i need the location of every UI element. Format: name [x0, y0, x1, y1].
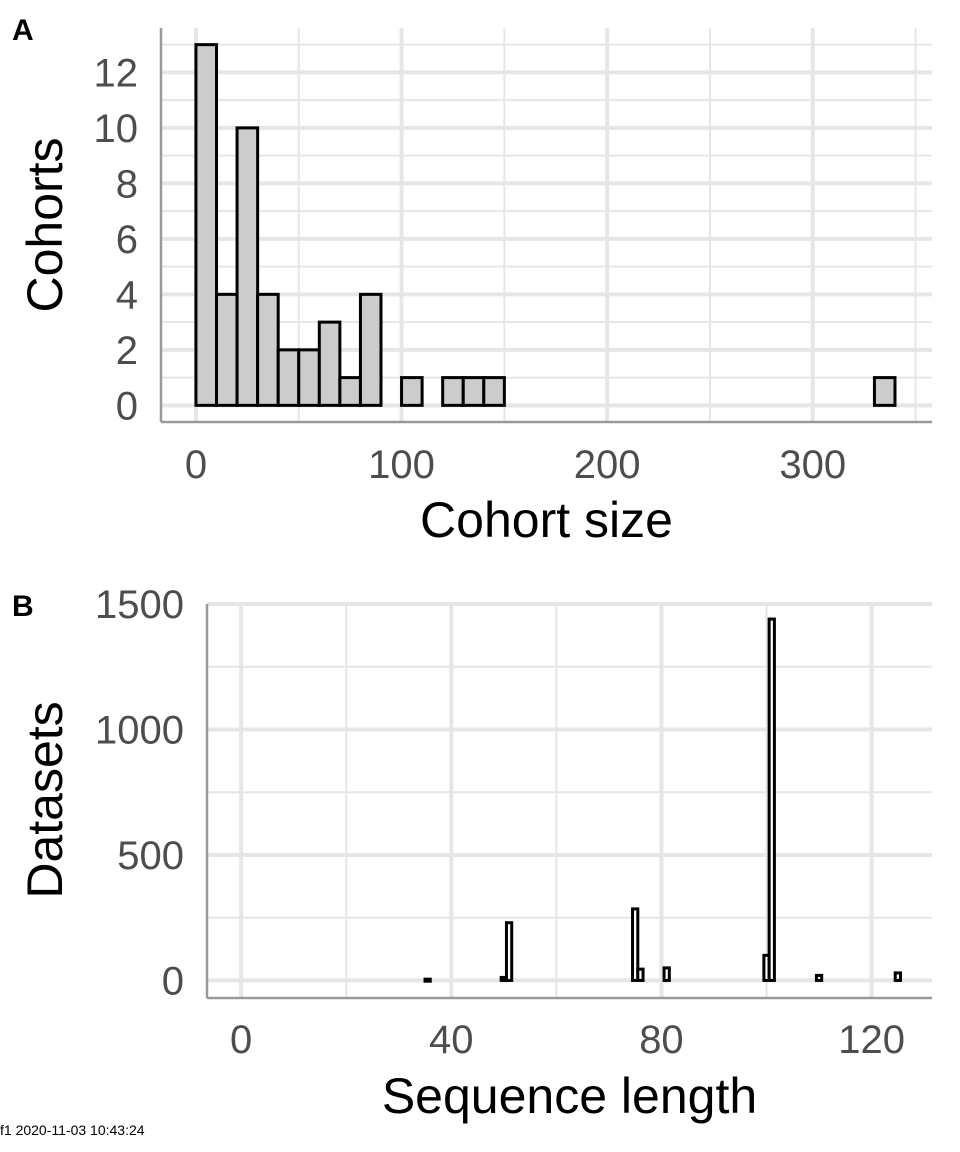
x-axis-title: Cohort size	[420, 492, 673, 548]
y-tick-label: 0	[162, 959, 184, 1003]
y-tick-label: 8	[116, 162, 138, 206]
x-axis-title: Sequence length	[382, 1068, 757, 1124]
x-tick-label: 120	[838, 1018, 905, 1062]
y-axis-title: Datasets	[17, 701, 73, 898]
histogram-bar	[235, 126, 260, 407]
panel-b: 0 40 80 120 0 500 1000 1500 Sequence length Datas…	[12, 583, 932, 1124]
histogram-bar	[814, 973, 824, 982]
histogram-bar	[338, 376, 362, 407]
histogram-bar	[317, 320, 342, 407]
y-tick-label: 0	[116, 384, 138, 428]
histogram-bar	[194, 43, 219, 407]
histogram-bar	[461, 376, 486, 407]
y-tick-label: 12	[94, 51, 139, 95]
histogram-bar	[482, 376, 506, 407]
y-tick-label: 6	[116, 218, 138, 262]
panel-label: A	[12, 14, 34, 47]
x-tick-label: 40	[429, 1018, 474, 1062]
x-tick-label: 0	[230, 1018, 252, 1062]
y-tick-label: 10	[94, 107, 139, 151]
x-tick-label: 0	[185, 443, 207, 487]
footer-timestamp: f1 2020-11-03 10:43:24	[0, 1122, 145, 1138]
histogram-bar	[631, 907, 640, 982]
histogram-bar	[893, 971, 902, 982]
y-tick-label: 2	[116, 329, 138, 373]
histogram-bar	[276, 348, 301, 407]
histogram-bar	[636, 967, 645, 982]
histogram-bar	[297, 348, 321, 407]
panel-a: 0 100 200 300 0 2 4 6 8 10 12 Cohort size Cohorts A	[12, 14, 932, 548]
histogram-bar	[767, 617, 776, 982]
x-tick-label: 200	[574, 443, 641, 487]
histogram-bar	[423, 977, 432, 983]
histogram-bar	[215, 292, 239, 407]
y-tick-label: 500	[117, 834, 184, 878]
histogram-bar	[256, 292, 280, 407]
x-tick-label: 80	[639, 1018, 684, 1062]
x-tick-label: 300	[779, 443, 846, 487]
y-tick-label: 1500	[95, 583, 184, 627]
histogram-bar	[400, 376, 424, 407]
y-tick-label: 1000	[95, 708, 184, 752]
y-tick-label: 4	[116, 273, 138, 317]
panel-label: B	[12, 590, 34, 623]
histogram-bar	[358, 292, 383, 407]
histogram-bar	[872, 376, 897, 407]
histogram-bar	[504, 921, 514, 982]
histogram-bar	[662, 966, 671, 982]
x-tick-label: 100	[368, 443, 435, 487]
y-axis-title: Cohorts	[17, 137, 73, 312]
histogram-bar	[441, 376, 465, 407]
